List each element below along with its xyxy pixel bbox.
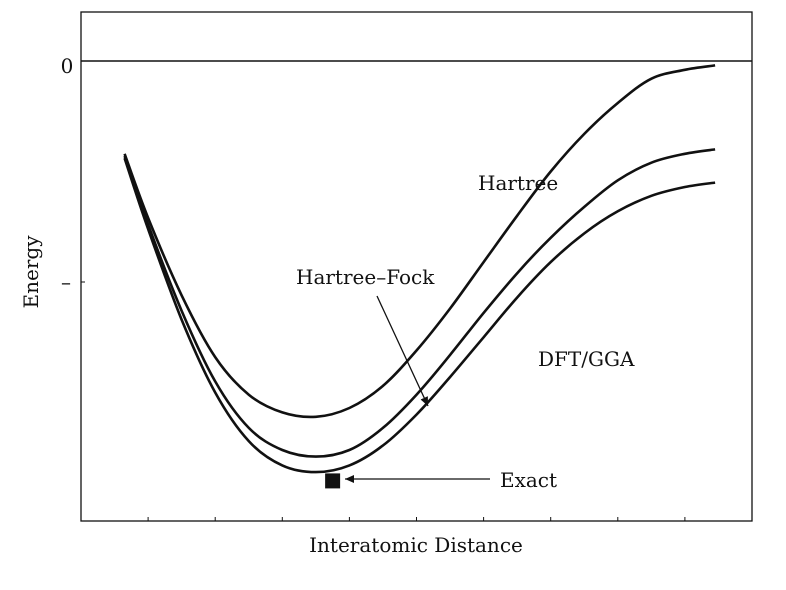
- series-dft-gga-curve: [123, 157, 716, 474]
- y-tick-label-zero: 0: [61, 54, 74, 78]
- hartree-fock-arrow: [376, 295, 429, 407]
- y-axis-label: Energy: [19, 235, 43, 309]
- x-axis-label: Interatomic Distance: [309, 533, 523, 557]
- exact-marker: [325, 473, 341, 489]
- series-hartree-fock-curve: [123, 148, 716, 458]
- series-hartree-curve: [123, 64, 716, 419]
- label-dft-gga: DFT/GGA: [538, 347, 635, 371]
- y-tick-label-mid: –: [61, 270, 71, 294]
- label-exact: Exact: [500, 468, 557, 492]
- label-hartree: Hartree: [478, 171, 558, 195]
- y-tick-marks: [81, 60, 85, 283]
- label-hartree-fock: Hartree–Fock: [296, 265, 435, 289]
- x-tick-marks: [147, 517, 686, 521]
